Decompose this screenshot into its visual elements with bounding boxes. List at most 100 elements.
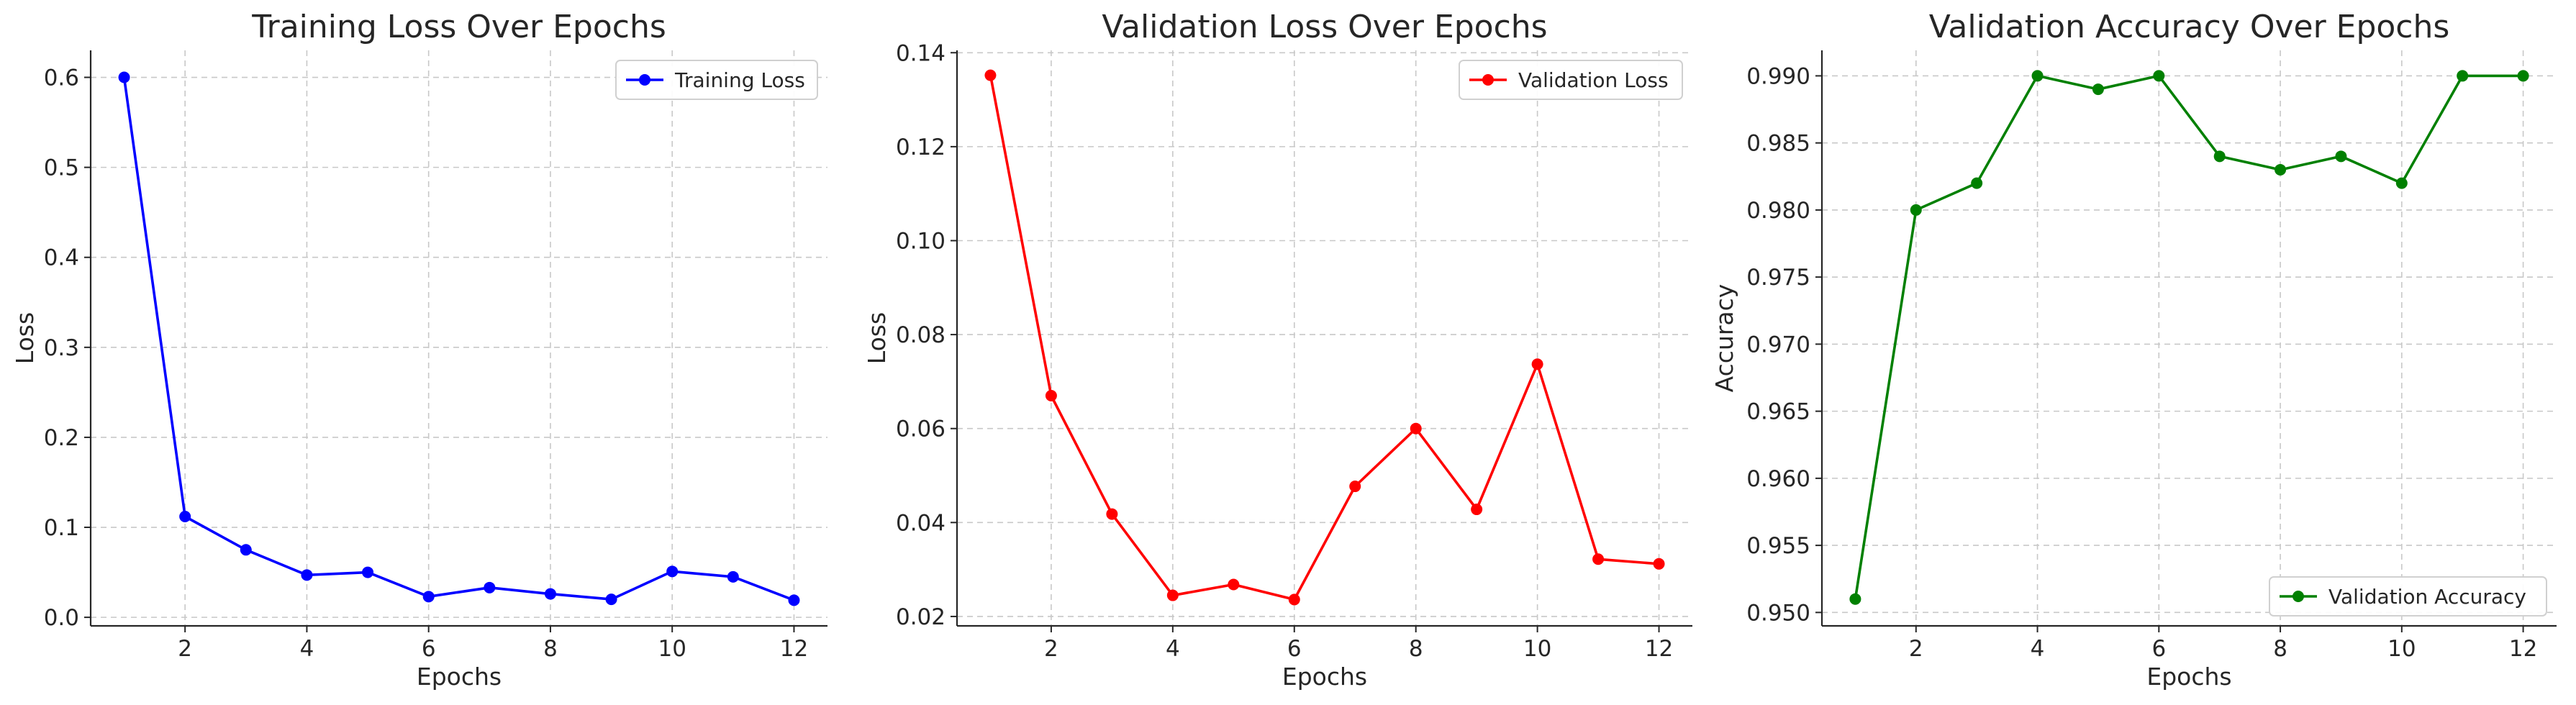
legend-label: Validation Loss [1518, 68, 1669, 92]
data-point [2092, 83, 2104, 96]
x-tick-label: 12 [1645, 636, 1673, 662]
data-point [2031, 70, 2044, 82]
validation-loss-title: Validation Loss Over Epochs [1102, 9, 1547, 45]
training-loss-title: Training Loss Over Epochs [251, 9, 666, 45]
validation-accuracy-legend: Validation Accuracy [2269, 576, 2547, 617]
y-tick-label: 0.960 [1746, 466, 1810, 492]
validation-accuracy-chart: 2 4 6 8 10 12 0.950 0.955 0.960 0.965 0.970 0.975 0.… [1710, 9, 2557, 691]
y-tick-label: 0.950 [1746, 600, 1810, 626]
x-tick-label: 8 [1409, 636, 1423, 662]
data-point [1653, 558, 1665, 570]
data-point [1910, 204, 1922, 216]
x-tick-label: 10 [2387, 636, 2416, 662]
x-tick-label: 4 [2031, 636, 2045, 662]
x-tick-label: 4 [1166, 636, 1180, 662]
x-tick-label: 12 [2509, 636, 2537, 662]
data-point [118, 71, 130, 83]
data-point [1971, 177, 1983, 189]
x-tick-label: 4 [300, 636, 314, 662]
x-tick-label: 8 [2273, 636, 2287, 662]
validation-accuracy-series-line [1854, 74, 2523, 599]
data-point [484, 581, 496, 593]
training-loss-series-line [122, 77, 795, 601]
training-loss-legend: Training Loss [615, 60, 818, 100]
legend-label: Validation Accuracy [2328, 585, 2526, 609]
y-tick-label: 0.990 [1746, 63, 1810, 89]
legend-frame [615, 60, 818, 100]
data-point [240, 544, 252, 556]
validation-loss-chart: 2 4 6 8 10 12 0.02 0.04 0.06 0.08 0.10 0.12 0.14 Vali… [863, 9, 1692, 691]
x-tick-label: 6 [1287, 636, 1302, 662]
y-tick-label: 0.955 [1746, 533, 1810, 559]
y-tick-label: 0.1 [44, 515, 79, 541]
y-tick-label: 0.04 [896, 510, 945, 536]
y-tick-label: 0.4 [44, 245, 79, 271]
x-tick-label: 10 [658, 636, 686, 662]
x-tick-label: 8 [543, 636, 558, 662]
x-tick-label: 2 [1044, 636, 1058, 662]
data-point [301, 569, 313, 581]
data-point [2395, 177, 2408, 189]
y-tick-label: 0.02 [896, 604, 945, 630]
data-point [422, 591, 435, 603]
data-point [1471, 504, 1483, 516]
y-tick-label: 0.6 [44, 65, 79, 91]
validation-loss-grid [957, 50, 1692, 626]
data-point [1531, 358, 1543, 370]
data-point [605, 593, 617, 606]
validation-loss-series-line [989, 75, 1659, 601]
legend-frame [1459, 60, 1683, 100]
y-tick-label: 0.975 [1746, 265, 1810, 291]
legend-marker [1482, 74, 1494, 86]
y-tick-label: 0.08 [896, 322, 945, 348]
y-tick-label: 0.5 [44, 155, 79, 181]
validation-loss-x-axis-label: Epochs [1282, 663, 1367, 691]
legend-frame [2269, 576, 2547, 617]
legend-label: Training Loss [674, 68, 805, 92]
training-loss-series [118, 71, 800, 606]
legend-marker [2292, 591, 2304, 602]
training-loss-x-axis-label: Epochs [417, 663, 502, 691]
data-point [2335, 150, 2347, 163]
x-tick-label: 2 [1909, 636, 1923, 662]
training-loss-y-axis-label: Loss [11, 312, 39, 364]
training-loss-grid [91, 50, 827, 626]
data-point [1592, 553, 1605, 565]
data-point [1349, 481, 1361, 493]
y-tick-label: 0.965 [1746, 399, 1810, 425]
data-point [1849, 593, 1861, 605]
y-tick-label: 0.12 [896, 135, 945, 160]
data-point [2275, 163, 2287, 176]
legend-marker [639, 74, 650, 86]
validation-loss-series [984, 69, 1665, 606]
data-point [727, 570, 739, 583]
validation-loss-y-axis-label: Loss [863, 312, 891, 364]
x-tick-label: 6 [422, 636, 436, 662]
x-tick-label: 10 [1523, 636, 1551, 662]
data-point [1166, 589, 1179, 601]
data-point [362, 566, 374, 578]
data-point [2153, 70, 2165, 82]
data-point [1410, 422, 1422, 435]
y-tick-label: 0.0 [44, 605, 79, 631]
y-tick-label: 0.2 [44, 425, 79, 451]
y-tick-label: 0.3 [44, 335, 79, 361]
data-point [1228, 578, 1240, 591]
data-point [544, 588, 556, 600]
data-point [2213, 150, 2226, 163]
y-tick-label: 0.06 [896, 417, 945, 442]
y-tick-label: 0.970 [1746, 332, 1810, 358]
x-tick-label: 6 [2151, 636, 2166, 662]
x-tick-label: 2 [178, 636, 192, 662]
y-tick-label: 0.980 [1746, 198, 1810, 224]
validation-accuracy-x-axis-label: Epochs [2146, 663, 2231, 691]
data-point [1288, 593, 1300, 606]
data-point [984, 69, 997, 81]
data-point [788, 594, 800, 606]
validation-accuracy-grid [1822, 50, 2557, 626]
validation-accuracy-title: Validation Accuracy Over Epochs [1929, 9, 2450, 45]
data-point [2517, 70, 2529, 82]
y-tick-label: 0.10 [896, 228, 945, 254]
training-loss-chart: 2 4 6 8 10 12 0.0 0.1 0.2 0.3 0.4 0.5 0.6 Training Lo… [11, 9, 827, 691]
